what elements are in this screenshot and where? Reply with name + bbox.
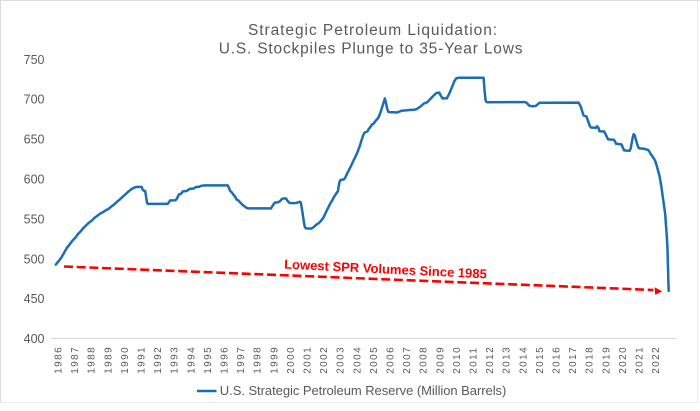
svg-text:2009: 2009 (435, 346, 446, 374)
svg-text:1999: 1999 (269, 346, 280, 374)
svg-text:1994: 1994 (186, 346, 197, 374)
svg-text:2015: 2015 (535, 346, 546, 374)
svg-text:U.S. Strategic Petroleum Reser: U.S. Strategic Petroleum Reserve (Millio… (220, 383, 506, 398)
svg-text:2001: 2001 (303, 346, 314, 374)
svg-text:2006: 2006 (386, 346, 397, 374)
svg-text:2012: 2012 (485, 346, 496, 374)
svg-text:750: 750 (24, 53, 45, 67)
svg-text:500: 500 (24, 252, 45, 266)
svg-text:1992: 1992 (153, 346, 164, 374)
svg-text:550: 550 (24, 212, 45, 226)
svg-text:2021: 2021 (635, 346, 646, 374)
svg-text:1989: 1989 (103, 346, 114, 374)
svg-text:1988: 1988 (87, 346, 98, 374)
svg-text:Strategic Petroleum Liquidatio: Strategic Petroleum Liquidation: (248, 22, 498, 39)
svg-text:2004: 2004 (352, 346, 363, 374)
svg-text:1993: 1993 (170, 346, 181, 374)
svg-text:2002: 2002 (319, 346, 330, 374)
svg-text:2017: 2017 (568, 346, 579, 374)
svg-text:2016: 2016 (552, 346, 563, 374)
svg-text:450: 450 (24, 292, 45, 306)
svg-text:2011: 2011 (469, 347, 480, 374)
svg-text:2000: 2000 (286, 346, 297, 374)
svg-text:1997: 1997 (236, 346, 247, 374)
svg-text:1990: 1990 (120, 346, 131, 374)
svg-text:2005: 2005 (369, 346, 380, 374)
svg-text:1986: 1986 (54, 346, 65, 374)
svg-text:U.S. Stockpiles Plunge to 35-Y: U.S. Stockpiles Plunge to 35-Year Lows (219, 41, 524, 58)
svg-text:2010: 2010 (452, 346, 463, 374)
svg-text:1998: 1998 (253, 346, 264, 374)
svg-text:1991: 1991 (137, 346, 148, 374)
svg-text:700: 700 (24, 93, 45, 107)
svg-text:2008: 2008 (419, 346, 430, 374)
svg-text:1987: 1987 (70, 346, 81, 374)
svg-text:2013: 2013 (502, 346, 513, 374)
svg-text:600: 600 (24, 173, 45, 187)
svg-text:2014: 2014 (518, 346, 529, 374)
svg-text:1995: 1995 (203, 346, 214, 374)
svg-text:1996: 1996 (220, 346, 231, 374)
svg-text:2019: 2019 (601, 346, 612, 374)
svg-text:2018: 2018 (585, 346, 596, 374)
svg-text:650: 650 (24, 133, 45, 147)
svg-text:2007: 2007 (402, 346, 413, 374)
svg-text:400: 400 (24, 332, 45, 346)
svg-text:2022: 2022 (651, 346, 662, 374)
svg-text:2020: 2020 (618, 346, 629, 374)
svg-text:2003: 2003 (336, 346, 347, 374)
